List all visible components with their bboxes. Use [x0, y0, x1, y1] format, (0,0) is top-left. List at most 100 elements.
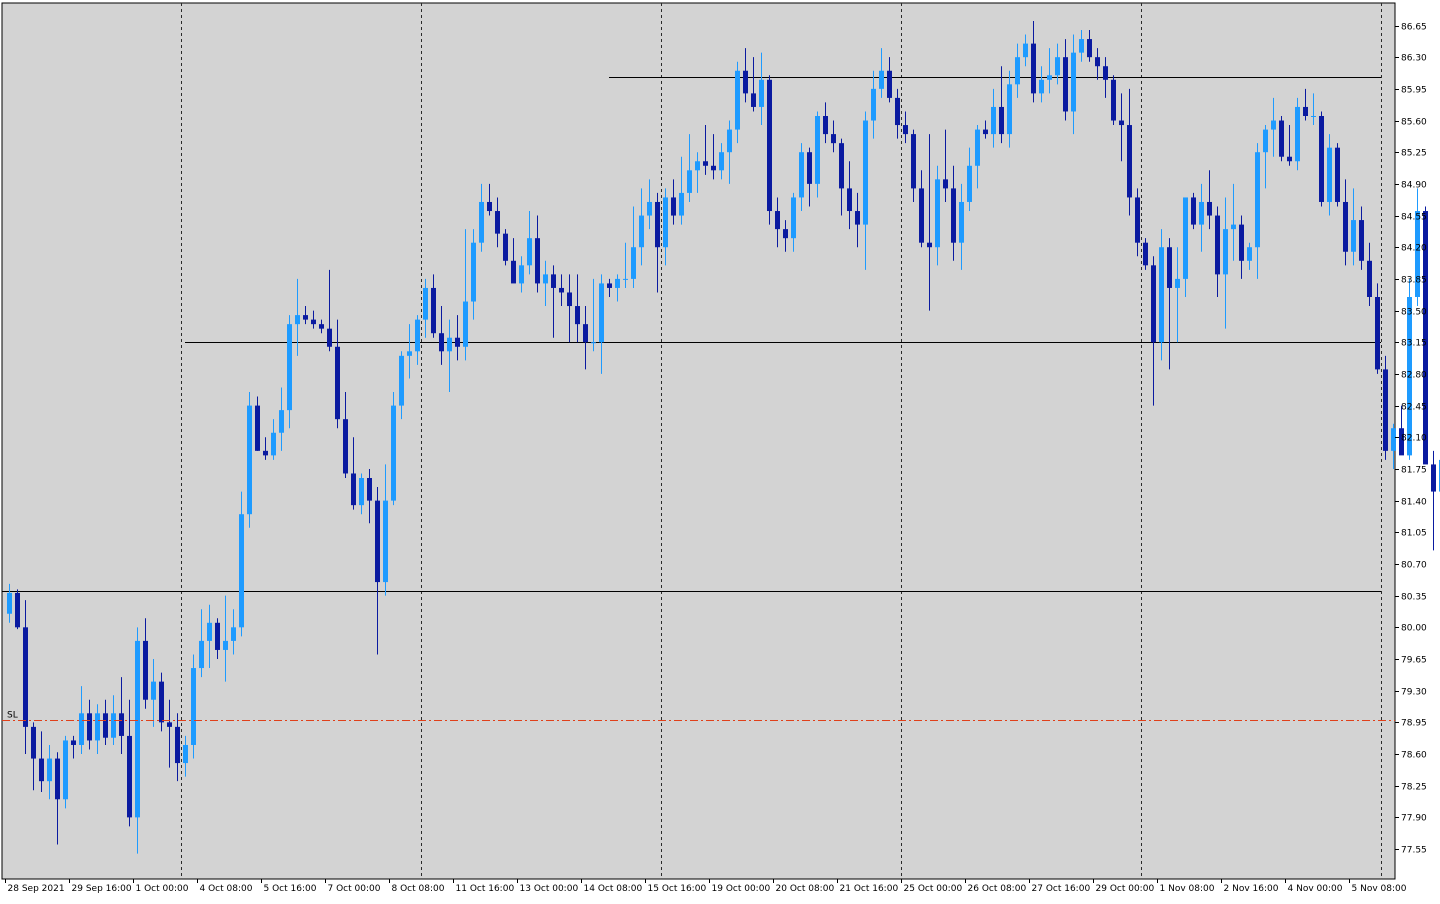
plot-background	[2, 3, 1395, 879]
candle[interactable]	[15, 589, 20, 629]
candle-body	[1359, 220, 1364, 261]
candle-body	[1327, 148, 1332, 202]
candle[interactable]	[1335, 143, 1340, 206]
candle-body	[1207, 202, 1212, 216]
candle-body	[855, 211, 860, 225]
candle-body	[207, 623, 212, 641]
candle-body	[151, 682, 156, 700]
y-tick-label: 83.15	[1401, 339, 1427, 349]
x-tick-label: 14 Oct 08:00	[584, 884, 643, 894]
candle-body	[455, 338, 460, 347]
candle[interactable]	[1383, 356, 1388, 460]
candle-body	[231, 627, 236, 641]
x-tick-label: 21 Oct 16:00	[840, 884, 899, 894]
x-tick-label: 29 Oct 00:00	[1096, 884, 1155, 894]
candle-body	[759, 80, 764, 107]
candle-body	[367, 478, 372, 501]
x-tick-label: 5 Nov 08:00	[1352, 884, 1407, 894]
y-tick-label: 86.65	[1401, 23, 1427, 33]
y-tick-label: 85.95	[1401, 86, 1427, 96]
candle-body	[919, 188, 924, 242]
candle[interactable]	[1279, 116, 1284, 161]
candle-body	[1183, 197, 1188, 278]
candle-body	[7, 593, 12, 614]
candle[interactable]	[1319, 111, 1324, 206]
candle[interactable]	[1375, 283, 1380, 374]
candle[interactable]	[63, 736, 68, 808]
candle-body	[399, 356, 404, 406]
candle-body	[1391, 428, 1396, 451]
candle-body	[735, 71, 740, 130]
candle-body	[551, 274, 556, 288]
candle-body	[695, 161, 700, 170]
candle-body	[71, 740, 76, 745]
candle-body	[103, 713, 108, 737]
candle-body	[479, 202, 484, 243]
candle-body	[1031, 44, 1036, 94]
candle[interactable]	[191, 654, 196, 758]
x-tick-label: 1 Nov 08:00	[1160, 884, 1215, 894]
candle[interactable]	[1295, 98, 1300, 170]
candle-body	[1279, 121, 1284, 157]
candle-body	[711, 166, 716, 171]
candle-body	[1375, 297, 1380, 369]
y-tick-label: 86.30	[1401, 54, 1427, 64]
candle[interactable]	[503, 229, 508, 265]
candle[interactable]	[1191, 193, 1196, 229]
y-tick-label: 81.40	[1401, 498, 1427, 508]
candle-body	[511, 261, 516, 284]
candle-body	[775, 211, 780, 229]
candle-body	[1215, 216, 1220, 275]
candle-body	[831, 134, 836, 143]
x-tick-label: 7 Oct 00:00	[328, 884, 381, 894]
candle-body	[807, 152, 812, 184]
y-tick-label: 84.90	[1401, 181, 1427, 191]
candle-body	[295, 315, 300, 324]
candle[interactable]	[1399, 406, 1404, 456]
y-tick-label: 84.55	[1401, 213, 1427, 223]
candle-body	[1335, 148, 1340, 202]
candle[interactable]	[767, 75, 772, 224]
candle-body	[351, 473, 356, 505]
candle[interactable]	[247, 392, 252, 528]
candle-body	[111, 713, 116, 737]
candle-body	[463, 302, 468, 347]
candle-body	[519, 265, 524, 283]
y-tick-label: 80.00	[1401, 624, 1427, 634]
candle-body	[959, 202, 964, 243]
candle-body	[559, 288, 564, 293]
candle-body	[527, 238, 532, 265]
candle-body	[1079, 39, 1084, 53]
x-tick-label: 28 Sep 2021	[8, 884, 65, 894]
candle-body	[1255, 152, 1260, 247]
candle-body	[1311, 116, 1316, 117]
candle-body	[1135, 197, 1140, 242]
candle-body	[1199, 202, 1204, 225]
candle[interactable]	[1111, 75, 1116, 125]
x-tick-label: 26 Oct 08:00	[968, 884, 1027, 894]
candle-body	[1303, 107, 1308, 116]
candle-body	[871, 89, 876, 121]
candle-body	[79, 713, 84, 745]
candle-body	[247, 406, 252, 515]
candle-body	[639, 216, 644, 248]
candle-body	[623, 279, 628, 280]
candle[interactable]	[391, 392, 396, 505]
candle-body	[943, 179, 948, 188]
candle-body	[287, 324, 292, 410]
candle-body	[95, 713, 100, 740]
candle-body	[607, 283, 612, 288]
candle[interactable]	[1431, 451, 1436, 551]
candle[interactable]	[1159, 229, 1164, 360]
y-tick-label: 78.60	[1401, 751, 1427, 761]
candle-body	[255, 406, 260, 451]
candle-body	[727, 130, 732, 153]
candle[interactable]	[1143, 238, 1148, 270]
candle-body	[1343, 202, 1348, 252]
y-tick-label: 85.60	[1401, 118, 1427, 128]
candle-body	[191, 668, 196, 745]
candle-body	[1239, 225, 1244, 261]
candle-body	[159, 682, 164, 723]
candle-body	[1103, 66, 1108, 80]
